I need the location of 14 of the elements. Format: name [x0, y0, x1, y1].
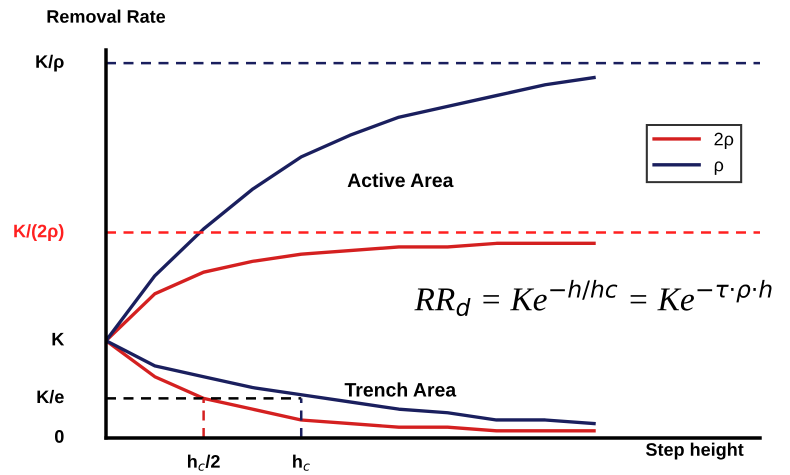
- ref-line-label: K/(2ρ): [14, 224, 64, 241]
- annotation: Active Area: [348, 172, 454, 188]
- legend-label: ρ: [714, 161, 724, 175]
- legend-label: 2ρ: [714, 132, 734, 150]
- x-axis-title: Step height: [646, 442, 744, 460]
- ref-line-label: K/ρ: [36, 54, 64, 72]
- text: 0: [55, 430, 64, 443]
- ref-line-label: K/e: [37, 390, 64, 404]
- y-axis-title: Removal Rate: [48, 10, 166, 23]
- annotation: Trench Area: [344, 382, 456, 397]
- text: K: [52, 332, 64, 346]
- annotation: RR$_{d}$ = Ke$^{−h/hc}$ = Ke$^{−τ·ρ·h}$: [414, 280, 772, 316]
- x-tick-label: h$_{c}$/2: [188, 454, 220, 471]
- x-tick-label: h$_{c}$: [293, 454, 310, 471]
